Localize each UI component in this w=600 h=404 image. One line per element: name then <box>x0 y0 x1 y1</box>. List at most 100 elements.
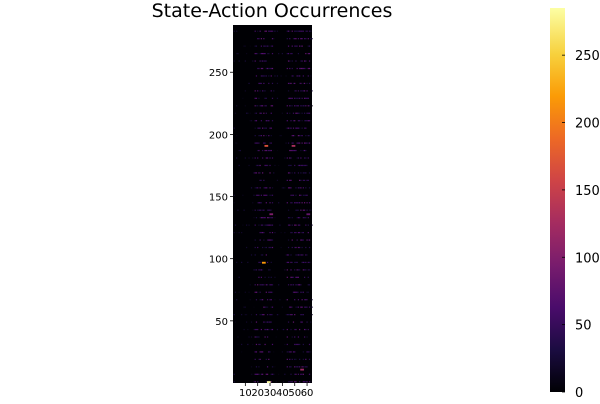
heatmap-cell <box>296 254 298 256</box>
heatmap-cell <box>266 209 269 211</box>
heatmap-cell <box>302 231 304 234</box>
heatmap-cell <box>296 284 298 286</box>
heatmap-cell <box>258 135 260 137</box>
heatmap-cell <box>247 343 249 346</box>
heatmap-cell <box>244 314 246 316</box>
heatmap-cell <box>281 328 283 331</box>
heatmap-cell <box>306 142 308 144</box>
heatmap-cell <box>308 52 311 55</box>
heatmap-cell <box>302 269 304 271</box>
heatmap-cell <box>263 38 265 40</box>
heatmap-cell <box>255 373 258 375</box>
heatmap-cell <box>292 75 295 77</box>
heatmap-cell <box>306 306 308 308</box>
heatmap-cell <box>269 217 271 219</box>
heatmap-cell <box>266 284 269 286</box>
heatmap-cell <box>300 291 302 293</box>
heatmap-cell <box>276 82 279 85</box>
heatmap-cell <box>310 38 312 40</box>
heatmap-cell <box>265 157 267 159</box>
heatmap-cell <box>250 254 253 256</box>
heatmap-cell <box>270 75 272 77</box>
heatmap-cell <box>294 291 296 293</box>
heatmap-cell <box>305 157 307 159</box>
heatmap-cell <box>287 246 290 249</box>
heatmap-cell <box>305 261 307 264</box>
heatmap-cell <box>276 30 279 32</box>
heatmap-cell <box>276 149 279 152</box>
heatmap-cell <box>295 97 297 99</box>
heatmap-cell <box>301 105 303 107</box>
heatmap-cell <box>307 120 309 122</box>
heatmap-cell <box>287 284 290 286</box>
heatmap-cell <box>308 105 311 107</box>
heatmap-cell <box>290 187 292 189</box>
heatmap-cell <box>263 112 265 114</box>
heatmap-cell <box>286 343 288 346</box>
heatmap-cell <box>278 52 280 55</box>
heatmap-cell <box>286 179 288 181</box>
heatmap-cell <box>266 52 269 55</box>
heatmap-cell <box>299 231 301 234</box>
heatmap-cell <box>258 149 260 152</box>
heatmap-cell <box>269 351 271 353</box>
heatmap-cell <box>307 45 309 47</box>
heatmap-cell <box>259 127 261 129</box>
heatmap-cell <box>290 120 292 122</box>
heatmap-cell <box>286 314 288 316</box>
heatmap-cell <box>302 30 304 32</box>
heatmap-cell <box>292 112 295 114</box>
heatmap-cell <box>257 142 259 144</box>
heatmap-cell <box>291 135 293 137</box>
heatmap-cell <box>310 351 312 353</box>
heatmap-cell <box>294 231 296 234</box>
heatmap-cell <box>302 291 304 293</box>
heatmap-cell <box>294 120 296 122</box>
heatmap-cell <box>308 306 311 308</box>
heatmap-cell <box>280 135 282 137</box>
heatmap-cell <box>287 254 290 256</box>
heatmap-cell <box>282 328 285 331</box>
heatmap-cell <box>255 45 258 47</box>
heatmap-cell <box>278 164 280 167</box>
heatmap-cell <box>268 217 270 219</box>
heatmap-cell <box>254 328 256 331</box>
heatmap-cell <box>236 52 238 55</box>
heatmap-cell <box>268 75 270 77</box>
heatmap-cell <box>254 187 256 189</box>
heatmap-cell <box>297 224 300 226</box>
heatmap-cell <box>308 67 311 70</box>
heatmap-cell <box>265 187 267 189</box>
heatmap-cell <box>302 187 304 189</box>
heatmap-cell <box>255 187 258 189</box>
heatmap-cell <box>250 321 253 323</box>
heatmap-cell <box>260 179 262 181</box>
heatmap-cell <box>270 224 272 226</box>
heatmap-cell <box>259 231 261 234</box>
heatmap-cell <box>245 246 248 249</box>
heatmap-cell <box>291 67 293 70</box>
heatmap-cell <box>257 373 259 375</box>
heatmap-cell <box>290 254 292 256</box>
heatmap-cell <box>265 246 267 249</box>
heatmap-cell <box>252 209 254 211</box>
heatmap-cell <box>292 321 295 323</box>
heatmap-cell <box>302 75 304 77</box>
heatmap-cell <box>255 172 258 174</box>
heatmap-cell <box>275 381 277 383</box>
heatmap-cell <box>287 209 290 211</box>
heatmap-cell <box>237 52 239 55</box>
heatmap-cell <box>302 172 304 174</box>
heatmap-cell <box>287 30 290 32</box>
heatmap-cell <box>287 351 290 353</box>
heatmap-cell <box>241 231 243 234</box>
heatmap-cell <box>296 291 298 293</box>
heatmap-cell <box>303 299 306 301</box>
heatmap-cell <box>295 328 297 331</box>
heatmap-cell <box>307 351 309 353</box>
heatmap-cell <box>299 142 301 144</box>
heatmap-cell <box>254 142 256 144</box>
heatmap-cell <box>270 328 272 331</box>
heatmap-cell <box>294 172 296 174</box>
heatmap-cell <box>259 209 261 211</box>
